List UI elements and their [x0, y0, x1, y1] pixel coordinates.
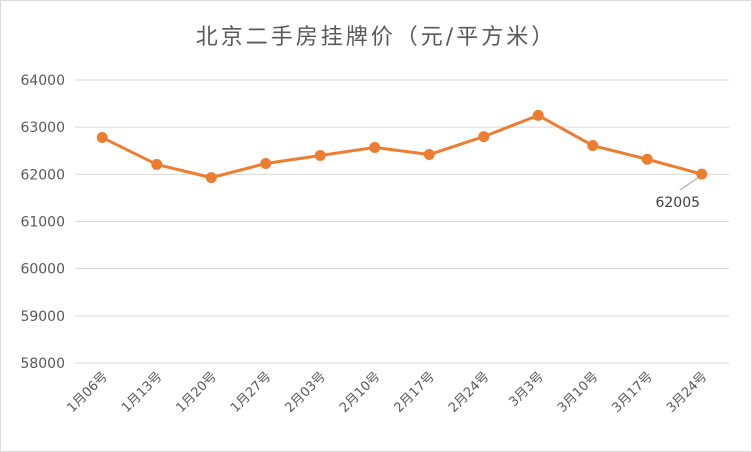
- x-tick-label: 3月10号: [555, 369, 602, 416]
- x-tick-label: 1月20号: [174, 369, 221, 416]
- gridlines: [75, 79, 729, 364]
- data-point: [151, 158, 163, 170]
- data-label-leader: [679, 177, 699, 191]
- data-point: [260, 157, 272, 169]
- data-point: [369, 141, 381, 153]
- data-point: [314, 149, 326, 161]
- y-tick-label: 64000: [20, 73, 65, 89]
- x-tick-label: 2月10号: [337, 369, 384, 416]
- data-point: [587, 140, 599, 152]
- series-area: [96, 109, 708, 184]
- x-tick-label: 3月24号: [664, 369, 711, 416]
- data-point: [423, 149, 435, 161]
- x-tick-label: 2月17号: [392, 369, 439, 416]
- x-tick-label: 2月03号: [283, 369, 330, 416]
- data-point: [96, 132, 108, 144]
- x-tick-label: 1月06号: [65, 369, 112, 416]
- x-tick-label: 3月3号: [506, 369, 547, 410]
- x-tick-label: 1月27号: [228, 369, 275, 416]
- data-label: 62005: [655, 195, 700, 211]
- chart-title: 北京二手房挂牌价（元/平方米）: [195, 25, 557, 50]
- y-tick-label: 60000: [20, 262, 65, 278]
- data-point: [532, 109, 544, 121]
- y-tick-label: 59000: [20, 309, 65, 325]
- x-tick-label: 1月13号: [119, 369, 166, 416]
- x-axis: 1月06号 1月13号 1月20号 1月27号 2月03号 2月10号 2月17号 2月24号…: [65, 369, 711, 416]
- data-point: [205, 172, 217, 184]
- data-labels: 62005: [655, 177, 700, 211]
- x-tick-label: 2月24号: [446, 369, 493, 416]
- data-point: [641, 153, 653, 165]
- y-axis: 58000 59000 60000 61000 62000 63000 64000: [20, 73, 65, 372]
- x-tick-label: 3月17号: [610, 369, 657, 416]
- data-point: [478, 131, 490, 143]
- y-tick-label: 62000: [20, 167, 65, 183]
- y-tick-label: 61000: [20, 215, 65, 231]
- data-point: [696, 168, 708, 180]
- series-line: [101, 113, 703, 180]
- y-tick-label: 58000: [20, 356, 65, 372]
- y-tick-label: 63000: [20, 120, 65, 136]
